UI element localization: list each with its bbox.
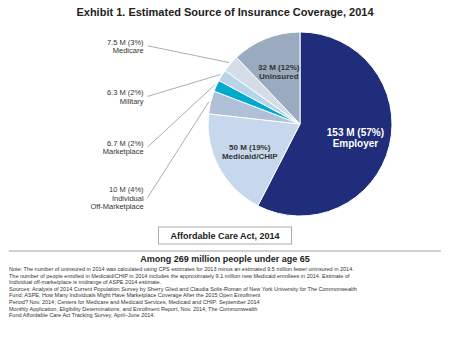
subtitle: Among 269 million people under age 65 [140, 254, 310, 264]
leader-line [148, 102, 209, 198]
slice-label: 32 M (12%)Uninsured [258, 63, 300, 81]
note-line: Note: The number of uninsured in 2014 wa… [9, 266, 354, 272]
pie [208, 32, 392, 216]
note-line: Fund; ASPE, How Many Individuals Might H… [9, 292, 261, 298]
slice-label: 153 M (57%)Employer [327, 127, 384, 150]
label-line: Employer [333, 138, 379, 149]
label-line: Off-Marketplace [90, 202, 143, 211]
annotation-box: Affordable Care Act, 2014 [158, 227, 291, 244]
label-line: 32 M (12%) [258, 63, 300, 72]
leader-line [148, 46, 229, 63]
note-line: Sources: Analysis of 2014 Current Popula… [9, 286, 357, 292]
slice-label: 7.5 M (3%)Medicare [107, 38, 144, 56]
slice [208, 114, 300, 206]
note: Note: The number of uninsured in 2014 wa… [9, 266, 357, 318]
note-line: Period? Nov. 2014; Centers for Medicare … [9, 299, 260, 305]
slice-label: 10 M (4%)IndividualOff-Marketplace [90, 185, 144, 211]
leader-line [148, 85, 215, 147]
slice-label: 6.3 M (2%)Military [107, 88, 144, 106]
leader-line [148, 75, 221, 97]
label-line: Uninsured [259, 72, 299, 81]
note-line: The number of people enrolled in Medicai… [9, 273, 350, 279]
note-line: Fund Affordable Care Act Tracking Survey… [9, 312, 155, 318]
labels: 153 M (57%)Employer 50 M (19%)Medicaid/CH… [90, 38, 384, 212]
label-line: Medicare [113, 46, 144, 55]
slice [237, 32, 300, 124]
chart: Exhibit 1. Estimated Source of Insurance… [0, 0, 450, 338]
annotation: Affordable Care Act, 2014 [170, 231, 279, 241]
note-line: Monthly Application, Eligibility Determi… [9, 306, 257, 312]
label-line: 153 M (57%) [327, 127, 384, 138]
note-line: Individual off-marketplace is midrange o… [9, 279, 162, 285]
slice-label: 6.7 M (2%)Marketplace [103, 139, 144, 157]
label-line: Military [120, 97, 144, 106]
title: Exhibit 1. Estimated Source of Insurance… [76, 6, 374, 18]
label-line: Medicaid/CHIP [222, 152, 278, 161]
slice-label: 50 M (19%)Medicaid/CHIP [222, 143, 278, 161]
rule [9, 251, 441, 252]
annotation-frame [158, 227, 291, 244]
label-line: Marketplace [103, 147, 144, 156]
label-line: 50 M (19%) [229, 143, 271, 152]
